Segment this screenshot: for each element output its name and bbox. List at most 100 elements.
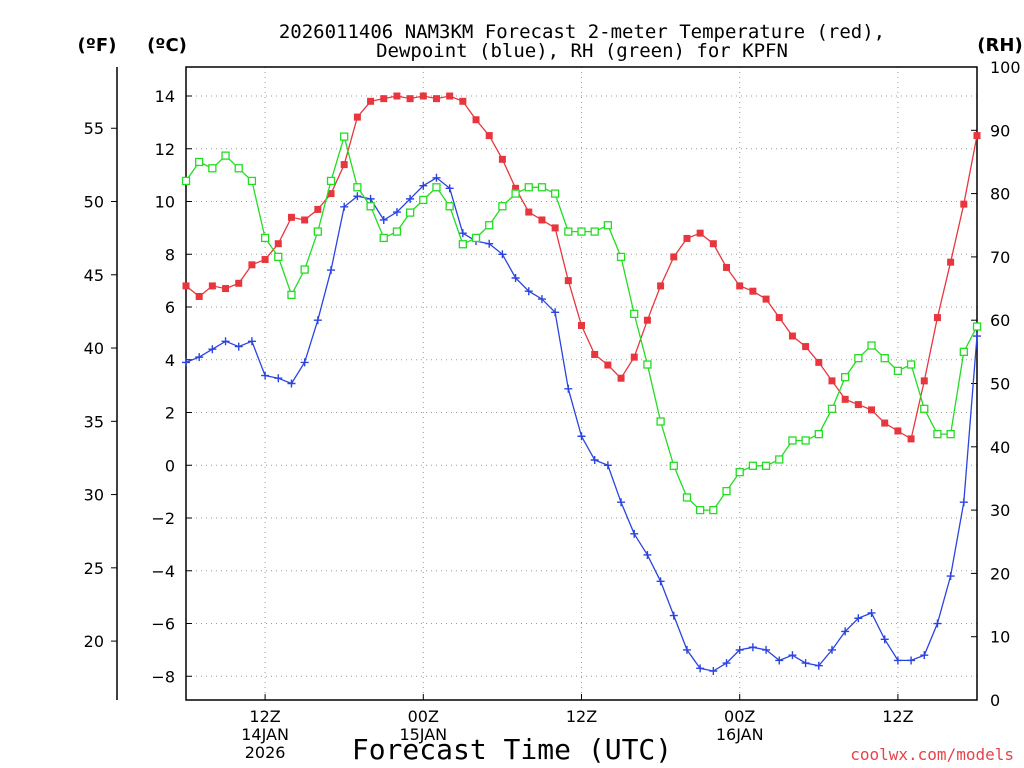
temperature-point — [314, 205, 322, 213]
rh-point — [920, 404, 929, 413]
temperature-point — [248, 261, 256, 269]
rh-point — [801, 436, 810, 445]
plot-frame — [185, 66, 978, 701]
x-tick-label: 14JAN — [241, 725, 289, 744]
temperature-point — [591, 350, 599, 358]
dewpoint-point — [656, 577, 665, 586]
rh-point — [287, 290, 296, 300]
rh-point — [761, 461, 771, 470]
rh-point — [735, 467, 744, 477]
rh-point — [550, 189, 560, 198]
dewpoint-point — [195, 353, 204, 362]
temperature-point — [723, 263, 731, 271]
x-tick-label: 00Z — [724, 707, 755, 726]
temperature-point — [854, 401, 862, 409]
rh-point — [181, 176, 191, 186]
rh-point — [696, 505, 705, 515]
dewpoint-point — [748, 643, 757, 652]
rh-point — [814, 429, 823, 439]
dewpoint-point — [590, 455, 599, 464]
temperature-point — [749, 287, 757, 295]
temperature-point — [551, 224, 559, 232]
temperature-point — [643, 316, 651, 324]
temperature-point — [815, 358, 823, 366]
rh-point — [195, 157, 204, 167]
temperature-point — [235, 279, 243, 287]
rh-point — [959, 347, 968, 357]
temperature-point — [841, 395, 849, 403]
celsius-tick-label: −4 — [151, 562, 175, 581]
rh-point — [260, 233, 270, 243]
rh-point — [933, 429, 942, 439]
dewpoint-point — [432, 173, 441, 182]
temperature-point — [960, 200, 968, 208]
rh-point — [669, 461, 678, 470]
rh-point — [247, 176, 257, 186]
x-tick-label: 12Z — [249, 707, 280, 726]
dewpoint-point — [221, 337, 230, 346]
temperature-point — [973, 132, 981, 140]
dewpoint-point — [511, 274, 520, 282]
rh-point — [485, 221, 494, 230]
rh-point — [366, 202, 375, 211]
x-tick-label: 12Z — [882, 707, 913, 726]
temperature-point — [406, 95, 414, 103]
rh-point — [353, 183, 362, 192]
rh-point — [972, 322, 982, 331]
temperature-point — [419, 92, 427, 100]
rh-point — [405, 208, 415, 217]
celsius-tick-label: −2 — [151, 509, 175, 528]
celsius-unit-label: (ºC) — [147, 35, 187, 56]
rh-point — [748, 461, 758, 470]
x-tick-label: 15JAN — [399, 725, 447, 744]
rh-point — [379, 233, 388, 243]
dewpoint-point — [379, 215, 388, 224]
dewpoint-point — [261, 371, 270, 380]
rh-point — [827, 404, 837, 413]
fahrenheit-tick-label: 25 — [84, 559, 104, 578]
temperature-point — [762, 295, 770, 303]
rh-point — [946, 429, 955, 439]
dewpoint-point — [920, 651, 929, 660]
dewpoint-point — [854, 614, 863, 623]
dewpoint-point — [643, 550, 652, 559]
temperature-point — [525, 208, 533, 216]
dewpoint-point — [907, 656, 916, 665]
chart-title-line1: 2026011406 NAM3KM Forecast 2-meter Tempe… — [279, 21, 885, 43]
rh-point — [458, 240, 468, 249]
rh-point — [221, 151, 230, 160]
rh-point — [564, 227, 573, 236]
temperature-point — [261, 256, 269, 264]
dewpoint-point — [340, 202, 349, 211]
temperature-point — [709, 240, 717, 248]
x-tick-label: 2026 — [245, 743, 286, 762]
rh-point — [274, 252, 283, 262]
dewpoint-point — [775, 656, 784, 665]
data-series — [181, 92, 982, 675]
dewpoint-point — [788, 651, 797, 660]
dewpoint-point — [630, 529, 639, 538]
rh-point — [234, 164, 243, 173]
dewpoint-series — [182, 173, 981, 675]
dewpoint-point — [933, 619, 942, 628]
dewpoint-point — [208, 345, 217, 354]
dewpoint-point — [946, 572, 955, 581]
dewpoint-point — [498, 250, 507, 259]
temperature-point — [696, 229, 704, 237]
rh-tick-label: 50 — [990, 375, 1010, 394]
celsius-tick-label: 8 — [165, 245, 175, 264]
dewpoint-point — [867, 608, 876, 617]
temperature-point — [432, 95, 440, 103]
rh-tick-label: 10 — [990, 628, 1010, 647]
rh-tick-label: 70 — [990, 248, 1010, 267]
rh-point — [788, 436, 797, 445]
rh-tick-label: 100 — [990, 58, 1021, 77]
temperature-point — [617, 374, 625, 382]
dewpoint-point — [313, 316, 322, 325]
temperature-point — [578, 321, 585, 329]
fahrenheit-unit-label: (ºF) — [78, 35, 117, 56]
temperature-point — [670, 253, 678, 261]
fahrenheit-tick-label: 55 — [84, 119, 104, 138]
celsius-tick-label: 12 — [155, 140, 175, 159]
